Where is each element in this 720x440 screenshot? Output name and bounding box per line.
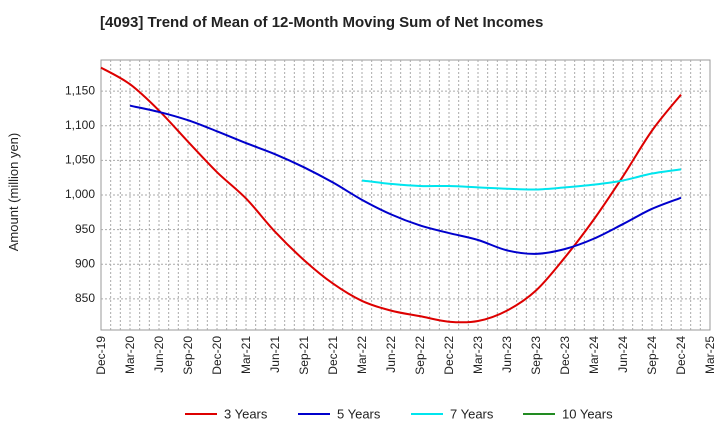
grid-y xyxy=(101,90,710,300)
legend-label: 5 Years xyxy=(337,406,381,421)
x-tick-label: Jun-21 xyxy=(268,336,282,373)
series-line-7-years xyxy=(361,168,682,191)
x-tick-label: Mar-24 xyxy=(587,336,601,374)
y-tick-label: 1,050 xyxy=(65,153,95,167)
x-tick-label: Jun-20 xyxy=(152,336,166,373)
x-tick-label: Mar-22 xyxy=(355,336,369,374)
x-tick-label: Mar-20 xyxy=(123,336,137,374)
x-tick-label: Mar-25 xyxy=(703,336,717,374)
y-tick-label: 850 xyxy=(75,291,95,305)
x-tick-label: Dec-23 xyxy=(558,336,572,375)
grid-x xyxy=(110,60,701,330)
x-tick-label: Dec-21 xyxy=(326,336,340,375)
x-tick-label: Dec-19 xyxy=(94,336,108,375)
y-axis-ticks: 850 900 950 1,000 1,050 1,100 1,150 xyxy=(65,83,95,305)
y-tick-label: 950 xyxy=(75,222,95,236)
x-tick-label: Mar-21 xyxy=(239,336,253,374)
x-tick-label: Sep-24 xyxy=(645,336,659,375)
series-line-5-years xyxy=(129,104,682,255)
legend: 3 Years 5 Years 7 Years 10 Years xyxy=(185,406,613,421)
x-tick-label: Dec-20 xyxy=(210,336,224,375)
x-tick-label: Mar-23 xyxy=(471,336,485,374)
x-tick-label: Jun-23 xyxy=(500,336,514,373)
x-tick-label: Sep-21 xyxy=(297,336,311,375)
chart-title: [4093] Trend of Mean of 12-Month Moving … xyxy=(100,14,544,31)
y-tick-label: 1,100 xyxy=(65,118,95,132)
x-tick-label: Jun-22 xyxy=(384,336,398,373)
legend-label: 10 Years xyxy=(562,406,613,421)
series-line-3-years xyxy=(100,66,682,324)
legend-label: 7 Years xyxy=(450,406,494,421)
series-layer xyxy=(100,66,682,324)
y-tick-label: 1,150 xyxy=(65,83,95,97)
x-tick-label: Jun-24 xyxy=(616,336,630,373)
x-tick-label: Dec-22 xyxy=(442,336,456,375)
x-tick-label: Dec-24 xyxy=(674,336,688,375)
y-tick-label: 1,000 xyxy=(65,187,95,201)
y-axis-label: Amount (million yen) xyxy=(6,133,21,252)
x-tick-label: Sep-23 xyxy=(529,336,543,375)
x-tick-label: Sep-20 xyxy=(181,336,195,375)
x-axis-ticks: Dec-19 Mar-20 Jun-20 Sep-20 Dec-20 Mar-21 Jun-… xyxy=(94,336,717,375)
y-tick-label: 900 xyxy=(75,256,95,270)
legend-label: 3 Years xyxy=(224,406,268,421)
x-tick-label: Sep-22 xyxy=(413,336,427,375)
